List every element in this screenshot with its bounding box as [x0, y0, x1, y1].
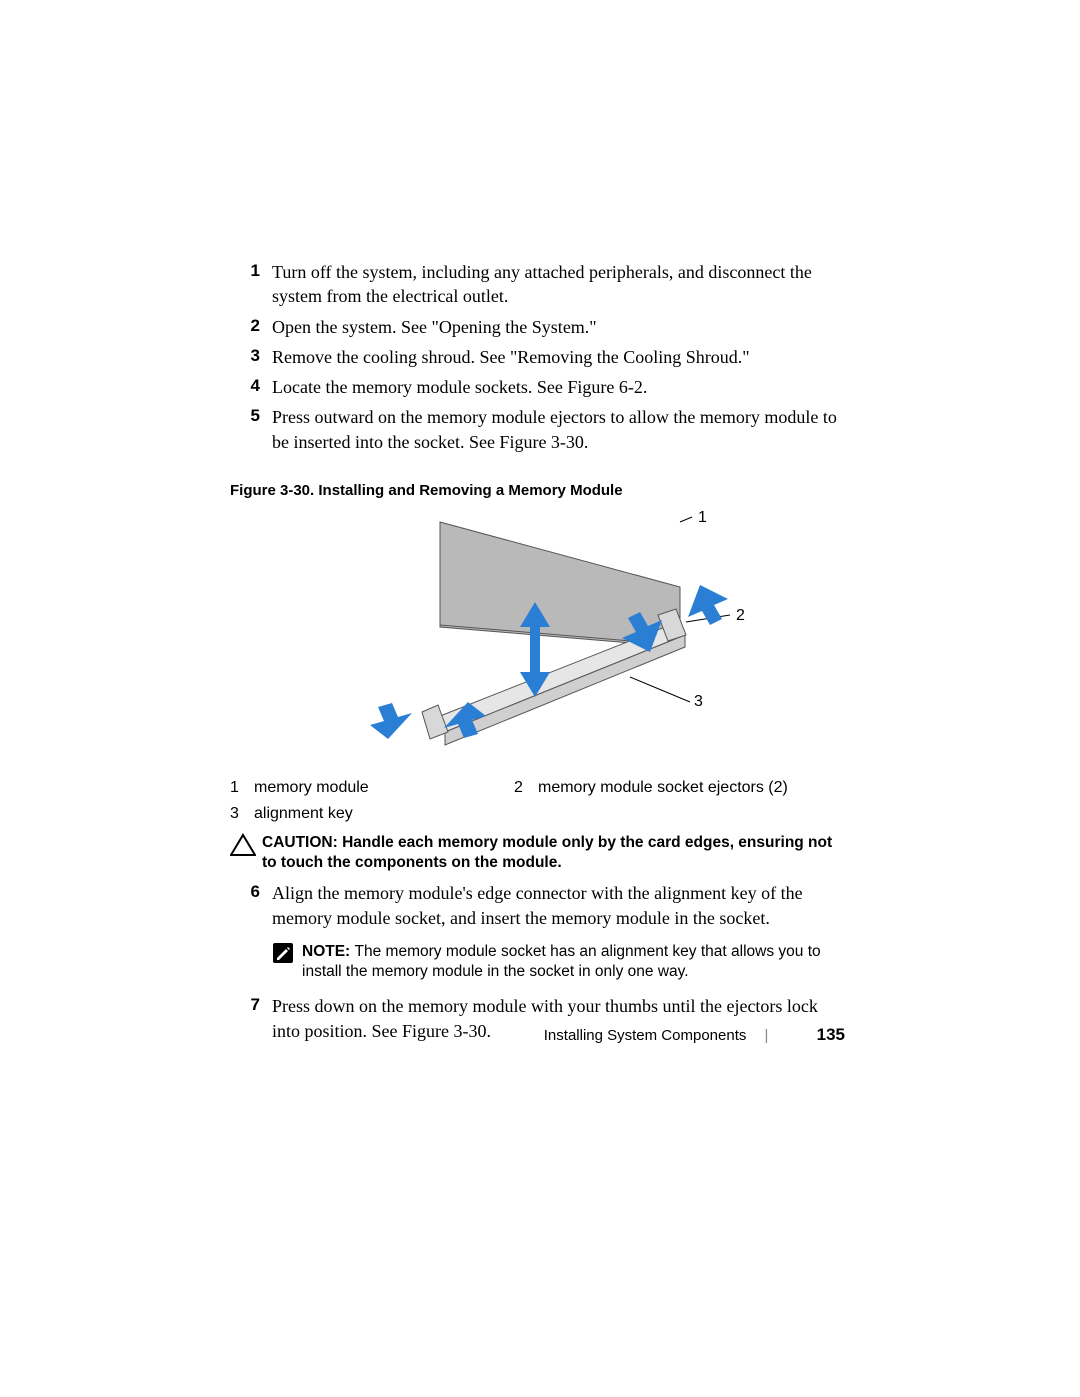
callout-1: 1: [698, 509, 707, 527]
step-text: Align the memory module's edge connector…: [272, 881, 850, 930]
step-number: 3: [230, 345, 272, 369]
callout-2: 2: [736, 607, 745, 625]
note-text: NOTE: The memory module socket has an al…: [302, 942, 850, 982]
step-item: 4 Locate the memory module sockets. See …: [230, 375, 850, 399]
step-text: Locate the memory module sockets. See Fi…: [272, 375, 850, 399]
legend-row: 1 memory module 2 memory module socket e…: [230, 779, 850, 797]
legend-text: memory module socket ejectors (2): [538, 779, 798, 797]
step-number: 4: [230, 375, 272, 399]
legend-num: 2: [514, 779, 538, 797]
figure-legend: 1 memory module 2 memory module socket e…: [230, 779, 850, 823]
step-item: 2 Open the system. See "Opening the Syst…: [230, 315, 850, 339]
caution-triangle-icon: [230, 833, 262, 873]
callout-3: 3: [694, 693, 703, 711]
legend-text: memory module: [254, 779, 514, 797]
step-list-top: 1 Turn off the system, including any att…: [230, 260, 850, 454]
note-block: NOTE: The memory module socket has an al…: [272, 942, 850, 982]
figure-caption: Figure 3-30. Installing and Removing a M…: [230, 482, 850, 499]
memory-module-diagram: [330, 507, 750, 767]
step-number: 6: [230, 881, 272, 930]
step-item: 5 Press outward on the memory module eje…: [230, 405, 850, 454]
step-text: Open the system. See "Opening the System…: [272, 315, 850, 339]
step-text: Turn off the system, including any attac…: [272, 260, 850, 309]
caution-text: CAUTION: Handle each memory module only …: [262, 833, 850, 873]
step-number: 5: [230, 405, 272, 454]
step-item: 3 Remove the cooling shroud. See "Removi…: [230, 345, 850, 369]
step-list-mid: 6 Align the memory module's edge connect…: [230, 881, 850, 930]
step-text: Press outward on the memory module eject…: [272, 405, 850, 454]
footer-section: Installing System Components: [544, 1027, 747, 1044]
legend-row: 3 alignment key: [230, 805, 850, 823]
caution-block: CAUTION: Handle each memory module only …: [230, 833, 850, 873]
page-number: 135: [817, 1025, 845, 1044]
step-text: Remove the cooling shroud. See "Removing…: [272, 345, 850, 369]
step-item: 6 Align the memory module's edge connect…: [230, 881, 850, 930]
page-footer: Installing System Components | 135: [544, 1025, 845, 1045]
step-number: 2: [230, 315, 272, 339]
legend-text: alignment key: [254, 805, 514, 823]
step-number: 1: [230, 260, 272, 309]
manual-page: 1 Turn off the system, including any att…: [0, 0, 1080, 1043]
note-pencil-icon: [272, 942, 302, 982]
note-body: The memory module socket has an alignmen…: [302, 943, 821, 980]
footer-separator: |: [765, 1027, 769, 1044]
legend-num: 3: [230, 805, 254, 823]
step-number: 7: [230, 994, 272, 1043]
caution-body: Handle each memory module only by the ca…: [262, 834, 832, 871]
step-item: 1 Turn off the system, including any att…: [230, 260, 850, 309]
figure-memory-module: 1 2 3: [330, 507, 750, 767]
legend-num: 1: [230, 779, 254, 797]
note-label: NOTE:: [302, 943, 355, 960]
caution-label: CAUTION:: [262, 834, 342, 851]
